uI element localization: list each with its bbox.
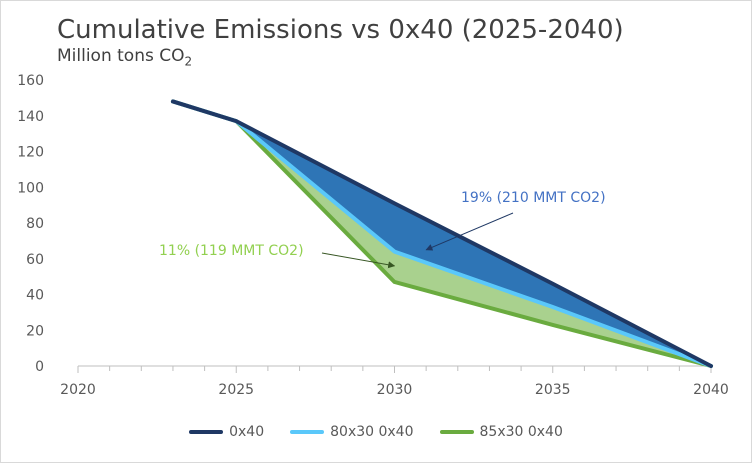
legend-item: 80x30 0x40 bbox=[290, 424, 414, 440]
series-line-0x40 bbox=[170, 99, 713, 368]
y-tick-label: 140 bbox=[17, 109, 44, 125]
y-tick-label: 160 bbox=[17, 73, 44, 89]
legend-item: 0x40 bbox=[189, 424, 264, 440]
y-tick-label: 0 bbox=[35, 359, 44, 375]
legend-swatch bbox=[439, 430, 474, 434]
x-tick-label: 2020 bbox=[60, 382, 96, 398]
legend-label: 80x30 0x40 bbox=[330, 424, 414, 440]
band-fill-0 bbox=[172, 101, 711, 366]
x-tick-label: 2035 bbox=[535, 382, 571, 398]
legend-swatch bbox=[290, 430, 325, 434]
y-tick-label: 20 bbox=[26, 323, 44, 339]
subtitle-text: Million tons CO bbox=[57, 46, 185, 66]
legend-label: 85x30 0x40 bbox=[479, 424, 563, 440]
chart-title: Cumulative Emissions vs 0x40 (2025-2040) bbox=[57, 15, 624, 45]
annotation-arrow bbox=[321, 252, 396, 269]
chart-legend: 0x40 80x30 0x40 85x30 0x40 bbox=[1, 424, 751, 440]
y-tick-label: 40 bbox=[26, 288, 44, 304]
legend-label: 0x40 bbox=[229, 424, 265, 440]
annotation-label: 11% (119 MMT CO2) bbox=[159, 243, 304, 259]
x-tick-label: 2025 bbox=[218, 382, 254, 398]
legend-swatch bbox=[189, 430, 224, 434]
chart-subtitle: Million tons CO2 bbox=[57, 46, 192, 68]
y-tick-label: 100 bbox=[17, 180, 44, 196]
annotation-label: 19% (210 MMT CO2) bbox=[461, 190, 606, 206]
x-tick-label: 2030 bbox=[377, 382, 413, 398]
y-tick-label: 80 bbox=[26, 216, 44, 232]
y-tick-label: 120 bbox=[17, 145, 44, 161]
legend-item: 85x30 0x40 bbox=[439, 424, 563, 440]
annotation-arrow bbox=[425, 212, 514, 251]
x-tick-label: 2040 bbox=[693, 382, 729, 398]
subtitle-subscript: 2 bbox=[184, 54, 193, 69]
y-tick-label: 60 bbox=[26, 252, 44, 268]
